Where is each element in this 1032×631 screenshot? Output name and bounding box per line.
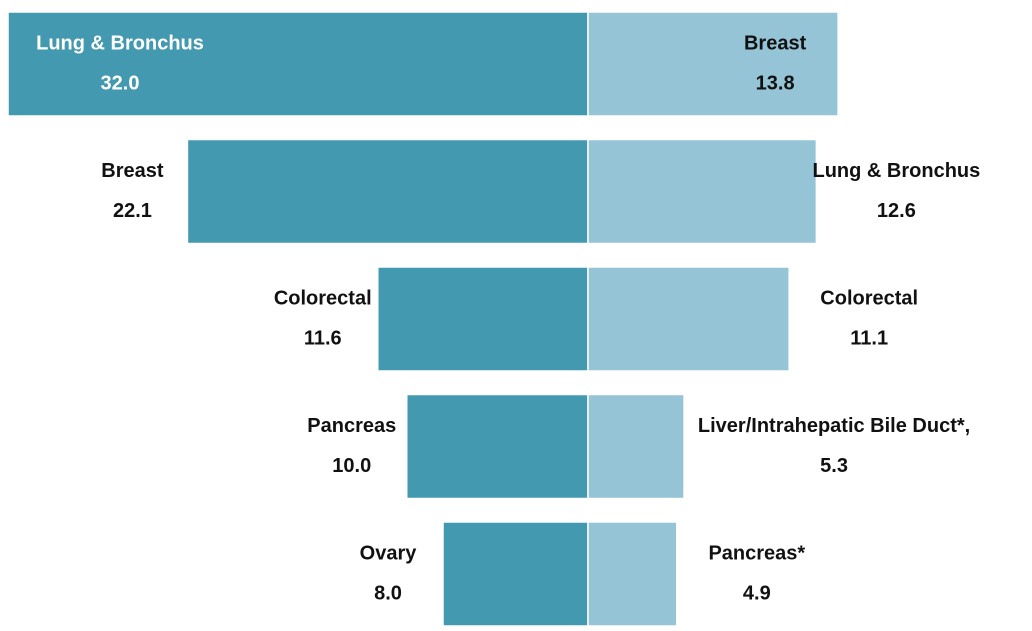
value-label: 32.0 [101, 72, 140, 94]
value-label: 12.6 [877, 200, 916, 222]
bar [186, 138, 589, 245]
bar [587, 138, 818, 245]
category-label: Colorectal [820, 287, 918, 309]
value-label: 8.0 [374, 582, 402, 604]
category-label: Pancreas [307, 415, 396, 437]
bar [377, 266, 589, 372]
bar [406, 393, 589, 500]
category-label: Lung & Bronchus [36, 32, 204, 54]
bar [587, 11, 839, 117]
bar [442, 521, 589, 627]
value-label: 4.9 [743, 582, 771, 604]
value-label: 10.0 [332, 455, 371, 477]
bar [587, 393, 685, 500]
category-label: Breast [744, 32, 807, 54]
category-label: Liver/Intrahepatic Bile Duct*, [698, 415, 970, 437]
value-label: 11.6 [304, 327, 342, 349]
category-label: Breast [101, 160, 164, 182]
value-label: 13.8 [756, 72, 795, 94]
bar [587, 521, 678, 627]
bar [587, 266, 790, 372]
value-label: 22.1 [113, 200, 152, 222]
value-label: 11.1 [850, 327, 888, 349]
category-label: Lung & Bronchus [812, 160, 980, 182]
bar [7, 11, 589, 117]
category-label: Colorectal [274, 287, 372, 309]
category-label: Pancreas* [708, 542, 805, 564]
category-label: Ovary [360, 542, 418, 564]
value-label: 5.3 [820, 455, 848, 477]
